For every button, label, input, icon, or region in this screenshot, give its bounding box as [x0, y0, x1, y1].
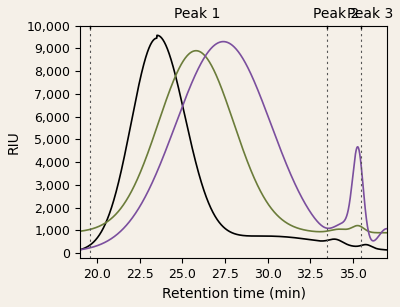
Text: Peak 1: Peak 1: [174, 7, 220, 21]
Text: Peak 3: Peak 3: [347, 7, 393, 21]
Text: Peak 2: Peak 2: [313, 7, 360, 21]
Y-axis label: RIU: RIU: [7, 130, 21, 154]
X-axis label: Retention time (min): Retention time (min): [162, 286, 306, 300]
